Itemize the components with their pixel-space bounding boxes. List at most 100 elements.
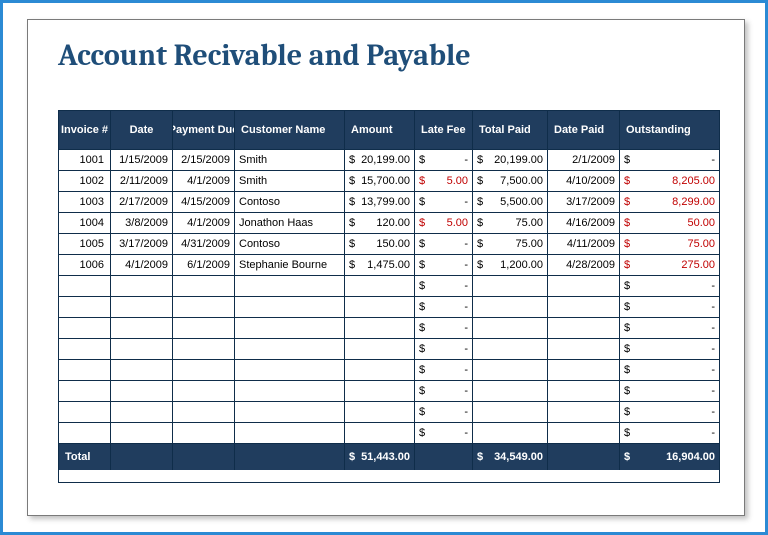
cell-invoice: 1006 [59,255,111,275]
cell-customer: Smith [235,150,345,170]
cell-outstanding: $- [620,423,719,443]
cell-payment-due: 6/1/2009 [173,255,235,275]
cell-customer: Contoso [235,192,345,212]
table-header-row: Invoice # Date Payment Due Customer Name… [59,111,719,150]
cell-payment-due: 4/1/2009 [173,213,235,233]
table-row-empty: $- $- [59,339,719,360]
table-row-empty: $- $- [59,297,719,318]
cell-total-paid: $5,500.00 [473,192,548,212]
cell-late-fee: $- [415,150,473,170]
cell-outstanding: $- [620,276,719,296]
table-row-empty: $- $- [59,360,719,381]
table-row-empty: $- $- [59,402,719,423]
cell-customer: Contoso [235,234,345,254]
footer-label: Total [59,444,111,470]
outer-frame: Account Recivable and Payable Invoice # … [0,0,768,535]
cell-invoice: 1005 [59,234,111,254]
cell-late-fee: $5.00 [415,213,473,233]
footer-total-paid: $34,549.00 [473,444,548,470]
col-header-invoice: Invoice # [59,111,111,149]
cell-date: 1/15/2009 [111,150,173,170]
cell-outstanding: $- [620,360,719,380]
cell-date: 2/11/2009 [111,171,173,191]
table-row: 1002 2/11/2009 4/1/2009 Smith $15,700.00… [59,171,719,192]
footer-amount: $51,443.00 [345,444,415,470]
cell-total-paid: $1,200.00 [473,255,548,275]
cell-amount: $150.00 [345,234,415,254]
cell-total-paid: $75.00 [473,234,548,254]
cell-late-fee: $- [415,402,473,422]
col-header-payment-due: Payment Due [173,111,235,149]
table-row: 1005 3/17/2009 4/31/2009 Contoso $150.00… [59,234,719,255]
cell-date-paid: 4/16/2009 [548,213,620,233]
cell-payment-due: 4/31/2009 [173,234,235,254]
cell-outstanding: $- [620,339,719,359]
document-panel: Account Recivable and Payable Invoice # … [27,19,745,516]
cell-outstanding: $- [620,318,719,338]
cell-outstanding: $- [620,402,719,422]
cell-outstanding: $- [620,297,719,317]
cell-outstanding: $- [620,150,719,170]
cell-late-fee: $- [415,192,473,212]
cell-amount: $120.00 [345,213,415,233]
table-row: 1003 2/17/2009 4/15/2009 Contoso $13,799… [59,192,719,213]
cell-payment-due: 2/15/2009 [173,150,235,170]
cell-late-fee: $- [415,255,473,275]
page-title: Account Recivable and Payable [28,20,744,87]
col-header-date-paid: Date Paid [548,111,620,149]
cell-amount: $1,475.00 [345,255,415,275]
cell-total-paid: $20,199.00 [473,150,548,170]
table-footer-row: Total $51,443.00 $34,549.00 $16,904.00 [59,444,719,470]
table-row-empty: $- $- [59,381,719,402]
col-header-outstanding: Outstanding [620,111,719,149]
cell-invoice: 1001 [59,150,111,170]
cell-outstanding: $50.00 [620,213,719,233]
col-header-late-fee: Late Fee [415,111,473,149]
cell-date-paid: 4/11/2009 [548,234,620,254]
table-row: 1001 1/15/2009 2/15/2009 Smith $20,199.0… [59,150,719,171]
cell-date: 3/8/2009 [111,213,173,233]
cell-invoice: 1003 [59,192,111,212]
cell-date-paid: 3/17/2009 [548,192,620,212]
cell-customer: Stephanie Bourne [235,255,345,275]
cell-outstanding: $- [620,381,719,401]
cell-customer: Smith [235,171,345,191]
cell-date-paid: 2/1/2009 [548,150,620,170]
cell-customer: Jonathon Haas [235,213,345,233]
table-row: 1004 3/8/2009 4/1/2009 Jonathon Haas $12… [59,213,719,234]
table-row-empty: $- $- [59,423,719,444]
cell-amount: $20,199.00 [345,150,415,170]
footer-outstanding: $16,904.00 [620,444,719,470]
cell-late-fee: $- [415,423,473,443]
cell-late-fee: $- [415,381,473,401]
cell-amount: $15,700.00 [345,171,415,191]
col-header-amount: Amount [345,111,415,149]
cell-date: 3/17/2009 [111,234,173,254]
table-row-empty: $- $- [59,318,719,339]
cell-invoice: 1002 [59,171,111,191]
col-header-date: Date [111,111,173,149]
accounts-table: Invoice # Date Payment Due Customer Name… [58,110,720,483]
cell-outstanding: $8,205.00 [620,171,719,191]
cell-total-paid: $7,500.00 [473,171,548,191]
col-header-total-paid: Total Paid [473,111,548,149]
cell-late-fee: $- [415,234,473,254]
cell-late-fee: $- [415,339,473,359]
cell-late-fee: $- [415,360,473,380]
cell-date: 2/17/2009 [111,192,173,212]
cell-outstanding: $8,299.00 [620,192,719,212]
cell-date: 4/1/2009 [111,255,173,275]
cell-late-fee: $- [415,297,473,317]
cell-payment-due: 4/15/2009 [173,192,235,212]
cell-total-paid: $75.00 [473,213,548,233]
cell-outstanding: $75.00 [620,234,719,254]
cell-late-fee: $5.00 [415,171,473,191]
cell-date-paid: 4/10/2009 [548,171,620,191]
cell-payment-due: 4/1/2009 [173,171,235,191]
cell-date-paid: 4/28/2009 [548,255,620,275]
cell-late-fee: $- [415,276,473,296]
col-header-customer: Customer Name [235,111,345,149]
cell-late-fee: $- [415,318,473,338]
cell-invoice: 1004 [59,213,111,233]
table-row: 1006 4/1/2009 6/1/2009 Stephanie Bourne … [59,255,719,276]
